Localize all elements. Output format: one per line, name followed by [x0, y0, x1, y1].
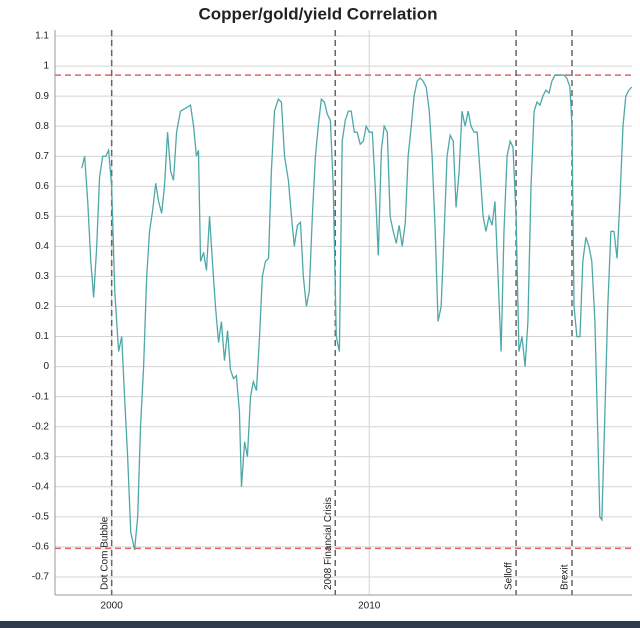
event-label: 2008 Financial Crisis [323, 497, 334, 590]
event-label: Dot Com Bubble [99, 516, 110, 590]
y-tick-label: 0.6 [35, 181, 49, 192]
y-tick-label: 0.4 [35, 241, 49, 252]
y-tick-label: 0.8 [35, 121, 49, 132]
chart-title: Copper/gold/yield Correlation [199, 4, 438, 23]
y-tick-label: -0.5 [32, 512, 50, 523]
x-tick-label: 2000 [101, 601, 124, 612]
y-tick-label: 0.5 [35, 211, 49, 222]
data-line [81, 74, 633, 551]
y-tick-label: 0.2 [35, 301, 49, 312]
y-tick-label: -0.2 [32, 421, 50, 432]
y-tick-label: -0.7 [32, 572, 50, 583]
y-tick-label: 0.9 [35, 91, 49, 102]
y-tick-label: -0.4 [32, 481, 50, 492]
y-tick-label: -0.3 [32, 451, 50, 462]
x-tick-label: 2010 [358, 601, 381, 612]
bottom-bar [0, 621, 640, 628]
event-label: Brexit [560, 564, 571, 590]
y-tick-label: 0.1 [35, 331, 49, 342]
y-tick-label: -0.6 [32, 542, 50, 553]
y-tick-label: 0.7 [35, 151, 49, 162]
y-tick-label: 1.1 [35, 31, 49, 42]
y-tick-label: 0 [43, 361, 49, 372]
y-tick-label: 0.3 [35, 271, 49, 282]
y-tick-label: 1 [43, 61, 49, 72]
event-label: Selloff [504, 562, 515, 590]
y-tick-label: -0.1 [32, 391, 50, 402]
